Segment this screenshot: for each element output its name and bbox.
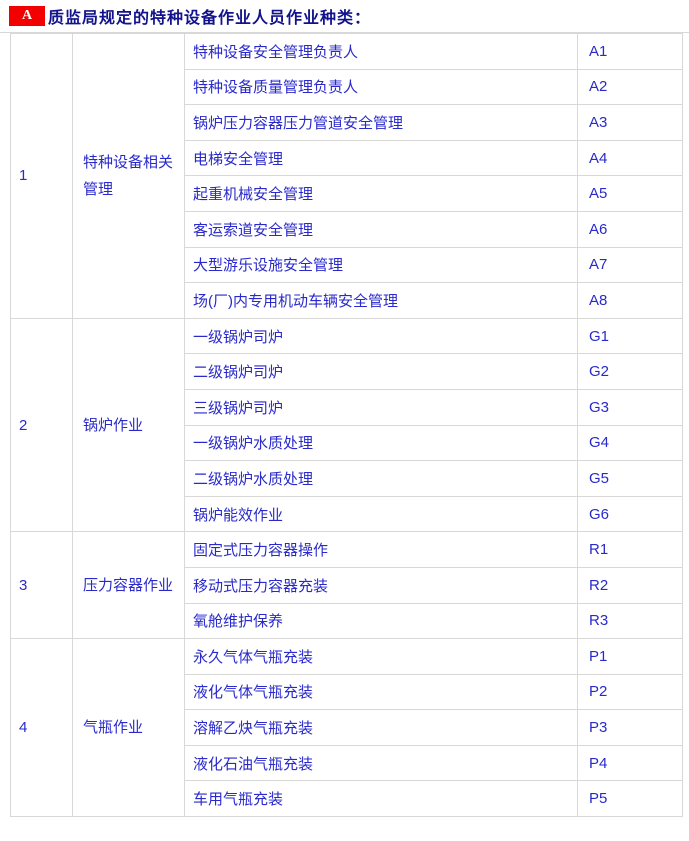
job-code-cell: P3	[577, 709, 683, 746]
row-number-cell: 4	[10, 638, 73, 818]
job-name-cell: 液化石油气瓶充装	[184, 744, 578, 782]
job-code-cell: A4	[577, 139, 683, 177]
job-code-cell: P1	[577, 638, 683, 675]
job-name-cell: 起重机械安全管理	[184, 175, 578, 212]
job-name-cell: 液化气体气瓶充装	[184, 673, 578, 711]
table-row: 液化气体气瓶充装 P2	[11, 673, 683, 711]
table-row: 1 特种设备相关管理 特种设备安全管理负责人 A1	[10, 33, 683, 319]
table-row: 3 压力容器作业 固定式压力容器操作 R1	[10, 531, 683, 640]
job-name-cell: 二级锅炉司炉	[184, 353, 578, 390]
table-row: 大型游乐设施安全管理 A7	[11, 246, 683, 284]
category-cell: 锅炉作业	[72, 317, 185, 533]
job-code-cell: A2	[577, 68, 683, 106]
job-code-cell: P4	[577, 744, 683, 782]
table-row: 电梯安全管理 A4	[11, 139, 683, 177]
job-name-cell: 一级锅炉水质处理	[184, 424, 578, 462]
job-code-cell: A6	[577, 210, 683, 248]
job-code-cell: A3	[577, 104, 683, 141]
job-code-cell: R3	[577, 602, 683, 640]
row-number-cell: 3	[10, 531, 73, 640]
job-code-cell: R2	[577, 566, 683, 604]
job-name-cell: 电梯安全管理	[184, 139, 578, 177]
table-row: 起重机械安全管理 A5	[11, 175, 683, 212]
job-name-cell: 特种设备安全管理负责人	[184, 33, 578, 70]
job-code-cell: G3	[577, 388, 683, 426]
table-row: 锅炉能效作业 G6	[11, 495, 683, 533]
section-badge: A	[9, 6, 45, 26]
table-row: 二级锅炉水质处理 G5	[11, 460, 683, 497]
job-code-cell: G4	[577, 424, 683, 462]
job-name-cell: 移动式压力容器充装	[184, 566, 578, 604]
job-name-cell: 场(厂)内专用机动车辆安全管理	[184, 282, 578, 319]
job-code-cell: A7	[577, 246, 683, 284]
job-code-cell: A8	[577, 282, 683, 319]
category-cell: 气瓶作业	[72, 638, 185, 818]
category-cell: 特种设备相关管理	[72, 33, 185, 319]
table-row: 场(厂)内专用机动车辆安全管理 A8	[11, 282, 683, 319]
table-row: 溶解乙炔气瓶充装 P3	[11, 709, 683, 746]
job-name-cell: 三级锅炉司炉	[184, 388, 578, 426]
table-row: 移动式压力容器充装 R2	[11, 566, 683, 604]
job-code-cell: A1	[577, 33, 683, 70]
job-name-cell: 固定式压力容器操作	[184, 531, 578, 568]
job-name-cell: 锅炉压力容器压力管道安全管理	[184, 104, 578, 141]
job-code-cell: G5	[577, 460, 683, 497]
job-code-cell: A5	[577, 175, 683, 212]
table-row: 三级锅炉司炉 G3	[11, 388, 683, 426]
page-title: 质监局规定的特种设备作业人员作业种类：	[48, 10, 372, 27]
row-number-cell: 2	[10, 317, 73, 533]
table-row: 客运索道安全管理 A6	[11, 210, 683, 248]
job-code-cell: P5	[577, 780, 683, 818]
row-number-cell: 1	[10, 33, 73, 319]
table-row: 4 气瓶作业 永久气体气瓶充装 P1	[10, 638, 683, 818]
job-name-cell: 锅炉能效作业	[184, 495, 578, 533]
job-name-cell: 永久气体气瓶充装	[184, 638, 578, 675]
table-row: 二级锅炉司炉 G2	[11, 353, 683, 390]
table-row: 液化石油气瓶充装 P4	[11, 744, 683, 782]
job-code-cell: P2	[577, 673, 683, 711]
job-name-cell: 特种设备质量管理负责人	[184, 68, 578, 106]
page-header: A 质监局规定的特种设备作业人员作业种类：	[0, 0, 689, 33]
job-category-table: 1 特种设备相关管理 特种设备安全管理负责人 A1 特种设备质量管理负责人 A2 锅炉压力容…	[10, 33, 683, 818]
table-row: 车用气瓶充装 P5	[11, 780, 683, 818]
table-row: 锅炉压力容器压力管道安全管理 A3	[11, 104, 683, 141]
job-name-cell: 一级锅炉司炉	[184, 317, 578, 355]
job-name-cell: 二级锅炉水质处理	[184, 460, 578, 497]
job-code-cell: R1	[577, 531, 683, 568]
job-code-cell: G1	[577, 317, 683, 355]
table-row: 特种设备质量管理负责人 A2	[11, 68, 683, 106]
job-name-cell: 氧舱维护保养	[184, 602, 578, 640]
job-name-cell: 车用气瓶充装	[184, 780, 578, 818]
table-row: 氧舱维护保养 R3	[11, 602, 683, 640]
job-name-cell: 大型游乐设施安全管理	[184, 246, 578, 284]
job-code-cell: G2	[577, 353, 683, 390]
job-code-cell: G6	[577, 495, 683, 533]
job-name-cell: 溶解乙炔气瓶充装	[184, 709, 578, 746]
category-cell: 压力容器作业	[72, 531, 185, 640]
table-row: 2 锅炉作业 一级锅炉司炉 G1	[10, 317, 683, 533]
job-name-cell: 客运索道安全管理	[184, 210, 578, 248]
